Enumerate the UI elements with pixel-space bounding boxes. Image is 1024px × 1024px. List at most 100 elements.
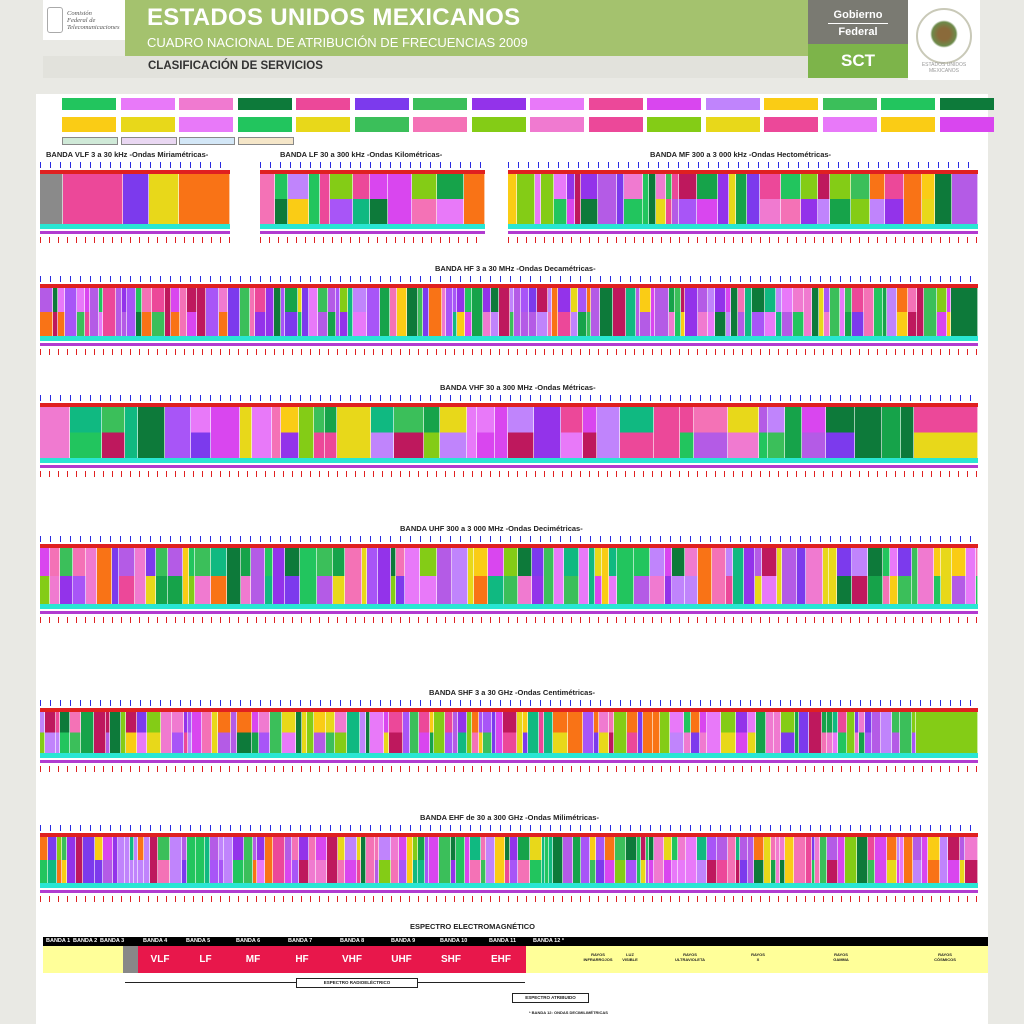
allocation-cell: [830, 174, 851, 224]
band-chart-vlf: [40, 162, 230, 246]
allocation-cell: [399, 837, 407, 883]
allocation-cell: [598, 174, 617, 224]
legend-swatch: [413, 117, 467, 132]
band-limit-bar: [40, 544, 978, 548]
allocation-cell: [934, 548, 941, 604]
allocation-cell: [799, 712, 809, 753]
legend-swatch: [588, 98, 643, 110]
allocation-cell: [503, 712, 517, 753]
allocation-cell: [554, 174, 567, 224]
band-red-ticks: [40, 617, 978, 623]
allocation-cell: [196, 837, 205, 883]
band-ticks: [40, 536, 978, 542]
allocation-cell: [666, 174, 672, 224]
allocation-cell: [180, 288, 187, 336]
allocation-cell: [340, 288, 348, 336]
allocation-cell: [481, 837, 486, 883]
allocation-cell: [442, 288, 446, 336]
allocation-cell: [337, 407, 371, 458]
allocation-cell: [822, 712, 827, 753]
allocation-cell: [314, 712, 326, 753]
legend-swatch: [237, 98, 292, 110]
band-limit-bar: [40, 403, 978, 407]
spectrum-segment-lf: LF: [182, 946, 229, 973]
allocation-cell: [179, 174, 230, 224]
band-chart-ehf: [40, 825, 978, 905]
allocation-cell: [833, 712, 838, 753]
allocation-cell: [187, 837, 196, 883]
allocation-cell: [686, 837, 697, 883]
allocation-cell: [171, 288, 180, 336]
allocation-cell: [336, 288, 340, 336]
legend-swatch: [296, 98, 350, 110]
allocation-cell: [495, 407, 508, 458]
legend-swatch: [705, 117, 760, 132]
allocation-cell: [785, 837, 794, 883]
allocation-cell: [900, 837, 904, 883]
allocation-cell: [615, 837, 626, 883]
allocation-cell: [202, 712, 212, 753]
allocation-cell: [654, 407, 680, 458]
allocation-cell: [548, 288, 552, 336]
legend-swatch: [120, 137, 177, 145]
allocation-cell: [518, 548, 532, 604]
band-limit-bar: [40, 708, 978, 712]
allocation-cell: [113, 837, 118, 883]
band-cells: [40, 712, 978, 753]
allocation-cell: [900, 712, 912, 753]
allocation-cell: [57, 837, 62, 883]
allocation-cell: [63, 174, 123, 224]
allocation-cell: [643, 712, 653, 753]
allocation-cell: [672, 548, 685, 604]
allocation-cell: [266, 288, 274, 336]
allocation-cell: [397, 288, 407, 336]
allocation-cell: [40, 712, 45, 753]
allocation-cell: [852, 548, 868, 604]
allocation-cell: [253, 837, 257, 883]
allocation-cell: [394, 407, 424, 458]
allocation-cell: [99, 288, 103, 336]
allocation-cell: [583, 407, 597, 458]
band-rail-purple: [260, 231, 485, 234]
allocation-cell: [152, 288, 165, 336]
allocation-cell: [892, 712, 900, 753]
allocation-cell: [591, 288, 600, 336]
allocation-cell: [184, 712, 188, 753]
allocation-cell: [539, 712, 544, 753]
allocation-cell: [656, 174, 666, 224]
allocation-cell: [348, 288, 353, 336]
attributed-spectrum-label: ESPECTRO ATRIBUIDO: [512, 993, 589, 1003]
allocation-cell: [192, 712, 202, 753]
allocation-cell: [578, 288, 587, 336]
allocation-cell: [602, 548, 609, 604]
allocation-cell: [212, 712, 218, 753]
band-red-ticks: [40, 471, 978, 477]
allocation-cell: [669, 288, 675, 336]
allocation-cell: [423, 288, 429, 336]
allocation-cell: [568, 712, 583, 753]
allocation-cell: [483, 712, 492, 753]
band-limit-bar: [40, 284, 978, 288]
allocation-cell: [776, 837, 780, 883]
allocation-cell: [664, 837, 672, 883]
legend-swatch: [881, 117, 935, 132]
allocation-cell: [554, 548, 564, 604]
allocation-cell: [875, 837, 887, 883]
allocation-cell: [285, 548, 300, 604]
allocation-cell: [326, 712, 335, 753]
allocation-cell: [670, 712, 684, 753]
allocation-cell: [680, 407, 694, 458]
allocation-cell: [244, 837, 253, 883]
allocation-cell: [197, 288, 206, 336]
allocation-cell: [125, 407, 138, 458]
allocation-cell: [890, 548, 898, 604]
allocation-cell: [210, 837, 219, 883]
allocation-cell: [58, 288, 65, 336]
allocation-cell: [389, 712, 403, 753]
band-rail-purple: [40, 611, 978, 614]
allocation-cell: [685, 548, 698, 604]
allocation-cell: [728, 407, 759, 458]
allocation-cell: [776, 288, 782, 336]
allocation-cell: [94, 712, 106, 753]
band-limit-bar: [260, 170, 485, 174]
